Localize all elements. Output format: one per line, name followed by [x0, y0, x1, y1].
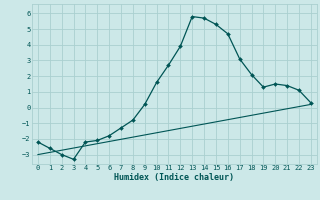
X-axis label: Humidex (Indice chaleur): Humidex (Indice chaleur) [115, 173, 234, 182]
